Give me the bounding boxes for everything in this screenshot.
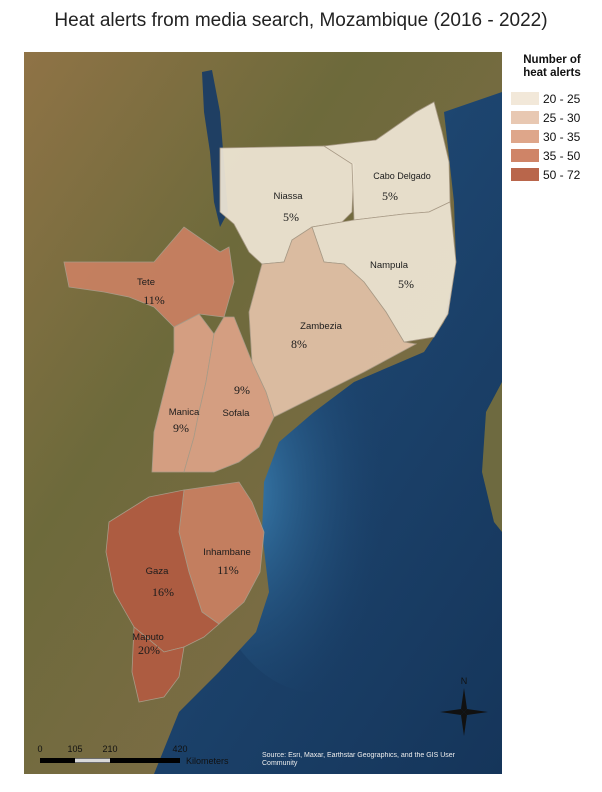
legend-label: 35 - 50	[543, 148, 581, 163]
label-cabo-delgado: Cabo Delgado	[373, 171, 431, 181]
legend-title-line1: Number of	[523, 54, 581, 66]
scale-bar: 0 105 210 420 Kilometers	[37, 744, 229, 766]
pct-niassa: 5%	[283, 210, 299, 224]
label-niassa: Niassa	[273, 191, 303, 202]
legend-swatch	[511, 168, 539, 181]
province-gaza[interactable]	[105, 489, 220, 653]
pct-manica: 9%	[173, 421, 189, 435]
scale-tick-0: 0	[37, 744, 42, 754]
pct-sofala: 9%	[234, 383, 250, 397]
label-maputo: Maputo	[132, 632, 164, 643]
pct-maputo: 20%	[138, 643, 160, 657]
map-title: Heat alerts from media search, Mozambiqu…	[54, 10, 548, 31]
attribution: Source: Esri, Maxar, Earthstar Geographi…	[262, 752, 455, 767]
label-sofala: Sofala	[223, 408, 251, 419]
legend-item: 25 - 30	[508, 108, 596, 127]
scale-tick-420: 420	[172, 744, 187, 754]
provinces	[63, 101, 457, 703]
scale-tick-210: 210	[102, 744, 117, 754]
pct-zambezia: 8%	[291, 337, 307, 351]
scale-unit: Kilometers	[186, 756, 229, 766]
label-zambezia: Zambezia	[300, 321, 342, 332]
legend-swatch	[511, 92, 539, 105]
province-cabo-delgado[interactable]	[322, 101, 451, 221]
north-arrow-icon: N	[440, 676, 488, 736]
legend-title-line2: heat alerts	[523, 67, 581, 79]
svg-text:N: N	[461, 676, 468, 686]
attribution-text: Source: Esri, Maxar, Earthstar Geographi…	[262, 752, 455, 767]
province-maputo[interactable]	[131, 626, 185, 703]
legend-swatch	[511, 149, 539, 162]
legend-item: 30 - 35	[508, 127, 596, 146]
legend-label: 30 - 35	[543, 129, 581, 144]
pct-tete: 11%	[143, 293, 165, 307]
pct-inhambane: 11%	[217, 563, 239, 577]
legend-item: 20 - 25	[508, 89, 596, 108]
legend-item: 50 - 72	[508, 165, 596, 184]
map-frame: Niassa 5% Cabo Delgado 5% Nampula 5% Tet…	[24, 52, 502, 774]
province-tete[interactable]	[63, 226, 235, 328]
legend-label: 20 - 25	[543, 91, 581, 106]
legend-label: 50 - 72	[543, 167, 581, 182]
scale-tick-105: 105	[67, 744, 82, 754]
label-manica: Manica	[169, 407, 200, 418]
pct-nampula: 5%	[398, 277, 414, 291]
pct-gaza: 16%	[152, 585, 174, 599]
pct-cabo-delgado: 5%	[382, 189, 398, 203]
label-inhambane: Inhambane	[203, 547, 251, 558]
label-tete: Tete	[137, 277, 155, 288]
legend: Number of heat alerts 20 - 25 25 - 30 30…	[508, 54, 596, 184]
legend-swatch	[511, 111, 539, 124]
legend-swatch	[511, 130, 539, 143]
province-sofala[interactable]	[183, 316, 275, 473]
label-gaza: Gaza	[146, 566, 169, 577]
legend-label: 25 - 30	[543, 110, 581, 125]
madagascar	[482, 382, 502, 532]
label-nampula: Nampula	[370, 260, 409, 271]
legend-item: 35 - 50	[508, 146, 596, 165]
